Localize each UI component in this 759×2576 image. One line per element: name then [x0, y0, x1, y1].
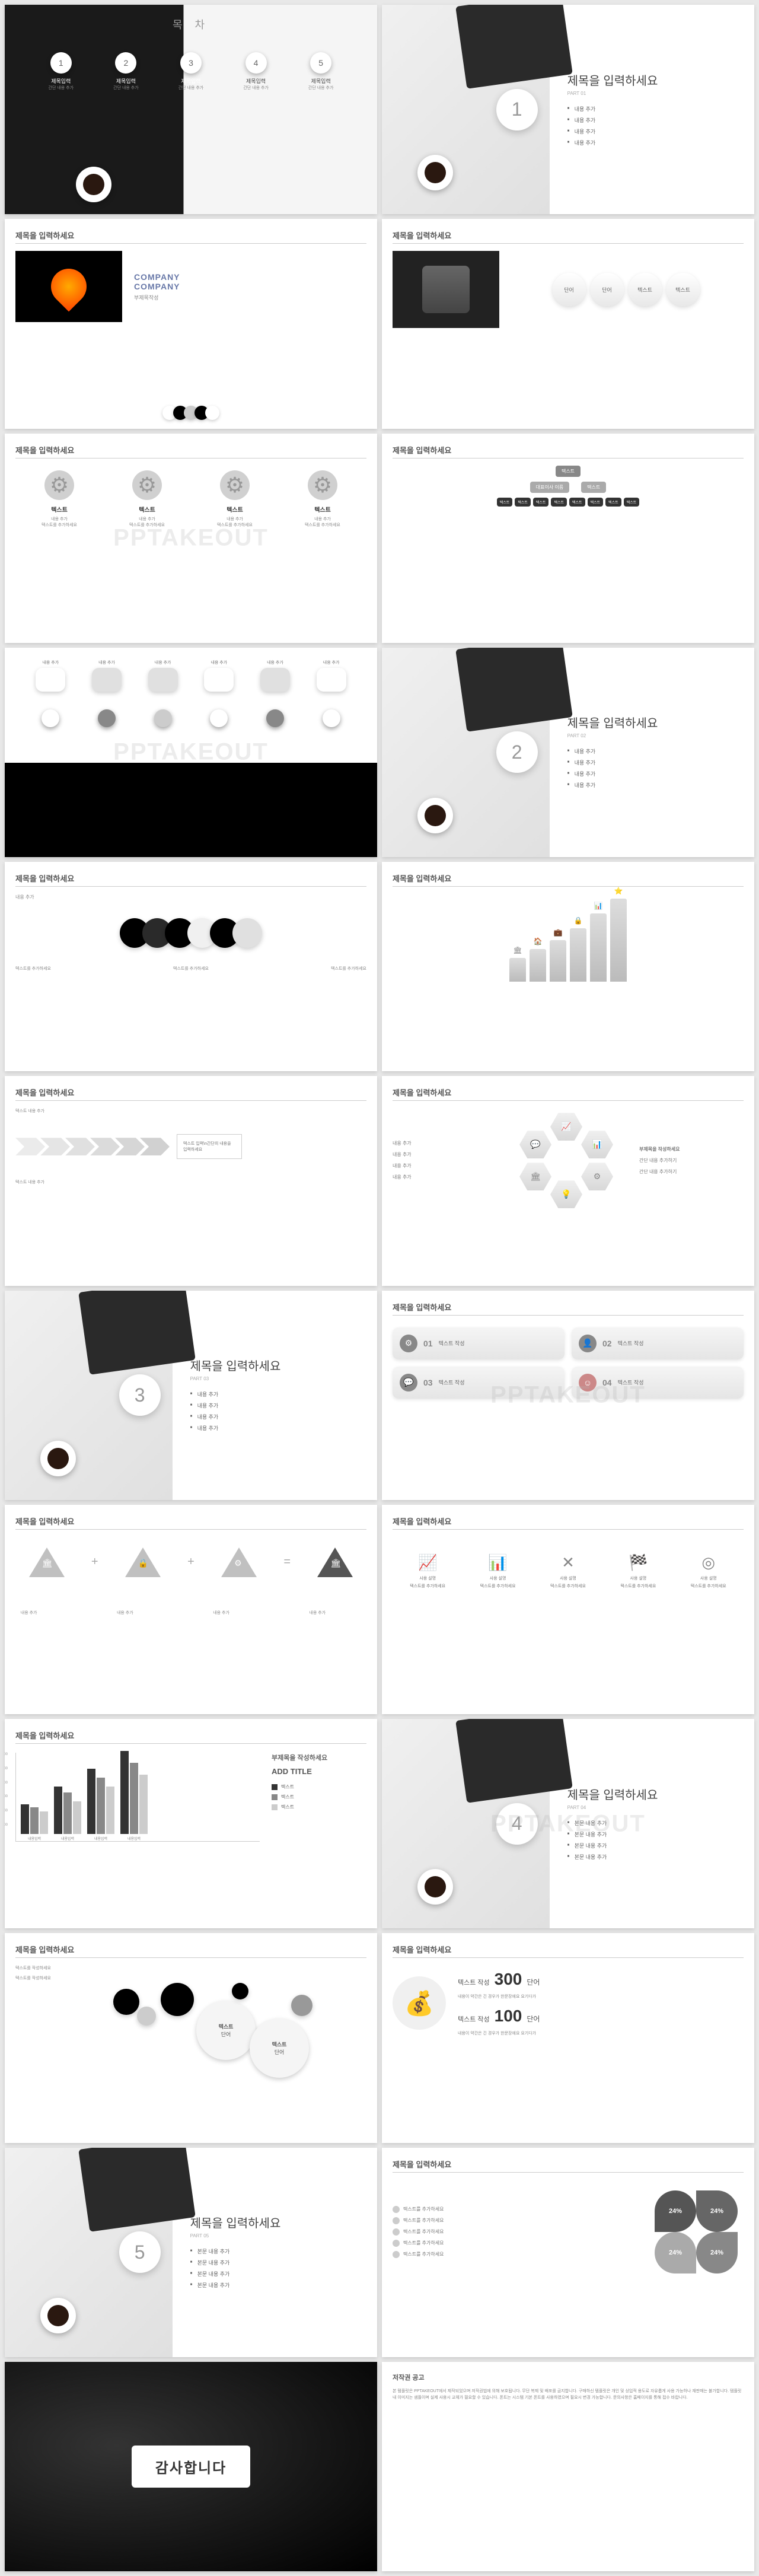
gear-icon [308, 470, 337, 500]
gear-icon [44, 470, 74, 500]
coffee-decor [417, 1869, 453, 1905]
slide-thanks: 감사합니다 [5, 2362, 377, 2571]
toc-title: 목 차 [173, 17, 209, 32]
slide-growth: 제목을 입력하세요 🏛🏠💼🔒📊⭐ [382, 862, 754, 1071]
bubble-decor [164, 406, 218, 420]
laptop-decor [78, 2148, 196, 2232]
slide-grid: 목 차 1제목입력간단 내용 추가 2제목입력간단 내용 추가 3제목입력간단 … [0, 0, 759, 2576]
coffee-decor [76, 167, 111, 202]
slide-toc: 목 차 1제목입력간단 내용 추가 2제목입력간단 내용 추가 3제목입력간단 … [5, 5, 377, 214]
slide-stats: 제목을 입력하세요 💰 텍스트 작성300단어 내용이 약간은 긴 경우가 한문… [382, 1933, 754, 2142]
slide-section-5: 5 제목을 입력하세요 PART 05 본문 내용 추가본문 내용 추가본문 내… [5, 2148, 377, 2357]
slide-section-2: 2 제목을 입력하세요 PART 02 내용 추가내용 추가내용 추가내용 추가 [382, 648, 754, 857]
slide-bubble-text: 제목을 입력하세요 텍스트를 작성하세요텍스트를 작성하세요 텍스트단어텍스트단… [5, 1933, 377, 2142]
laptop-decor [78, 1291, 196, 1375]
slide-section-4: 4 제목을 입력하세요 PART 04 본문 내용 추가본문 내용 추가본문 내… [382, 1719, 754, 1928]
coffee-decor [417, 155, 453, 190]
text-box: 텍스트 입력\n간단히 내용을 입력하세요 [177, 1134, 242, 1159]
slide-company: 제목을 입력하세요 COMPANY COMPANY 부제목작성 [5, 219, 377, 428]
gear-icon [220, 470, 250, 500]
gear-icon [132, 470, 162, 500]
laptop-decor [455, 5, 573, 89]
slide-bubbles: PPTAKEOUT 내용 추가내용 추가내용 추가내용 추가내용 추가내용 추가 [5, 648, 377, 857]
coffee-decor [417, 798, 453, 833]
slide-copyright: 저작권 공고 본 템플릿은 PPTAKEOUT에서 제작되었으며 저작권법에 의… [382, 2362, 754, 2571]
coffee-decor [40, 2298, 76, 2333]
slide-barchart: 제목을 입력하세요 6005004003002001000 내용입력내용입력내용… [5, 1719, 377, 1928]
hands-image [393, 251, 499, 328]
coffee-decor [40, 1441, 76, 1476]
slide-gears: 제목을 입력하세요 PPTAKEOUT 텍스트내용 추가텍스트를 추가하세요 텍… [5, 434, 377, 643]
slide-circles: 제목을 입력하세요 내용 추가 텍스트를 추가하세요텍스트를 추가하세요텍스트를… [5, 862, 377, 1071]
slide-cards: 제목을 입력하세요 PPTAKEOUT ⚙01텍스트 작성👤02텍스트 작성💬0… [382, 1291, 754, 1500]
laptop-decor [455, 648, 573, 732]
triangle-icon: ⚙ [221, 1547, 257, 1577]
toc-items: 1제목입력간단 내용 추가 2제목입력간단 내용 추가 3제목입력간단 내용 추… [5, 52, 377, 91]
slide-arrows: 제목을 입력하세요 텍스트 내용 추가 텍스트 내용 추가 텍스트 입력\n간단… [5, 1076, 377, 1285]
triangle-icon: 🏛 [29, 1547, 65, 1577]
triangle-icon: 🏛 [317, 1547, 353, 1577]
slide-hexagons: 제목을 입력하세요 내용 추가내용 추가내용 추가내용 추가 📈💬📊🏛⚙💡 부제… [382, 1076, 754, 1285]
slide-section-3: 3 제목을 입력하세요 PART 03 내용 추가내용 추가내용 추가내용 추가 [5, 1291, 377, 1500]
money-icon: 💰 [393, 1976, 446, 2030]
slide-icons: 제목을 입력하세요 📈사용 설명텍스트를 추가하세요📊사용 설명텍스트를 추가하… [382, 1505, 754, 1714]
slide-section-1: 1 제목을 입력하세요 PART 01 내용 추가내용 추가내용 추가내용 추가 [382, 5, 754, 214]
slide-orgchart: 제목을 입력하세요 텍스트 대표이사 이름텍스트 텍스트텍스트텍스트텍스트텍스트… [382, 434, 754, 643]
triangle-icon: 🔒 [125, 1547, 161, 1577]
slide-petals: 제목을 입력하세요 텍스트를 추가하세요텍스트를 추가하세요텍스트를 추가하세요… [382, 2148, 754, 2357]
laptop-decor [455, 1719, 573, 1803]
fire-image [15, 251, 122, 322]
slide-triangles: 제목을 입력하세요 🏛내용 추가 + 🔒내용 추가 + ⚙내용 추가 = 🏛내용… [5, 1505, 377, 1714]
slide-hands: 제목을 입력하세요 단어 단어 텍스트 텍스트 [382, 219, 754, 428]
